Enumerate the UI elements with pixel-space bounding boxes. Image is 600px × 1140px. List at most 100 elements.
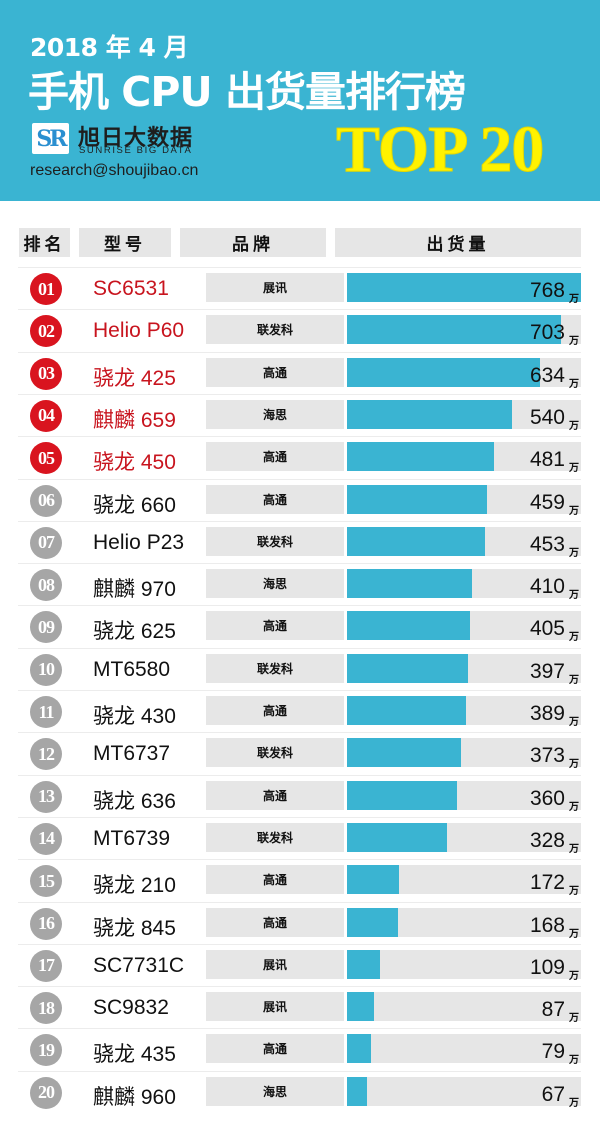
shipment-bar-track: 453 万	[347, 526, 581, 559]
shipment-bar	[347, 526, 485, 556]
column-header-model: 型号	[79, 228, 171, 257]
model-name: 麒麟 970	[93, 578, 176, 602]
model-name: MT6737	[93, 742, 171, 766]
shipment-bar-track: 540 万	[347, 399, 581, 432]
brand-label: 联发科	[206, 315, 344, 345]
rank-badge: 18	[30, 992, 62, 1025]
unit-label: 万	[569, 1055, 579, 1067]
shipment-value: 373	[529, 744, 565, 768]
table-row: 07 Helio P23 联发科 453 万	[18, 520, 581, 563]
shipment-value: 397	[529, 659, 565, 683]
shipment-bar	[347, 992, 374, 1022]
model-name: 骁龙 430	[93, 705, 176, 728]
model-name: 骁龙 435	[93, 1043, 176, 1067]
shipment-bar	[347, 696, 466, 725]
table-row: 17 SC7731C 展讯 109 万	[18, 943, 581, 986]
brand-label: 展讯	[206, 273, 344, 302]
rank-badge: 13	[30, 780, 62, 813]
shipment-bar	[347, 822, 447, 852]
table-row: 16 骁龙 845 高通 168 万	[18, 901, 581, 944]
model-name: 骁龙 636	[93, 789, 176, 813]
unit-label: 万	[569, 294, 579, 305]
rank-badge: 06	[30, 484, 62, 517]
rank-badge: 07	[30, 526, 62, 559]
brand-label: 高通	[206, 696, 344, 725]
rank-badge: 15	[30, 865, 62, 898]
rank-badge: 20	[30, 1076, 62, 1109]
table-row: 05 骁龙 450 高通 481 万	[18, 436, 581, 478]
unit-label: 万	[569, 970, 579, 982]
unit-label: 万	[569, 1013, 579, 1025]
shipment-value: 360	[529, 786, 565, 810]
table-row: 13 骁龙 636 高通 360 万	[18, 774, 581, 817]
shipment-value: 87	[541, 998, 565, 1022]
shipment-bar	[347, 780, 457, 810]
rank-badge: 02	[30, 315, 62, 348]
shipment-value: 634	[529, 363, 565, 387]
shipment-bar-track: 459 万	[347, 484, 581, 517]
shipment-bar-track: 768 万	[347, 273, 581, 305]
model-name: 骁龙 660	[93, 493, 176, 517]
model-name: SC9832	[93, 996, 169, 1020]
shipment-bar-track: 397 万	[347, 653, 581, 686]
shipment-value: 410	[529, 575, 565, 599]
top20-badge: TOP 20	[335, 113, 544, 187]
unit-label: 万	[569, 420, 579, 432]
shipment-bar	[347, 399, 512, 429]
brand-label: 高通	[206, 611, 344, 641]
brand-label: 高通	[206, 780, 344, 810]
brand-name-cn: 旭日大数据	[78, 126, 194, 151]
unit-label: 万	[569, 886, 579, 898]
rank-badge: 04	[30, 399, 62, 432]
shipment-bar	[347, 653, 468, 683]
brand-label: 高通	[206, 484, 344, 514]
shipment-bar-track: 87 万	[347, 992, 581, 1025]
brand-label: 高通	[206, 442, 344, 472]
shipment-bar	[347, 949, 381, 979]
rank-badge: 03	[30, 357, 62, 390]
table-row: 01 SC6531 展讯 768 万	[18, 267, 581, 309]
shipment-value: 328	[529, 828, 565, 852]
brand-label: 高通	[206, 1034, 344, 1064]
unit-label: 万	[569, 801, 579, 813]
shipment-bar-track: 410 万	[347, 569, 581, 601]
model-name: 骁龙 450	[93, 451, 176, 475]
table-row: 08 麒麟 970 海思 410 万	[18, 563, 581, 605]
shipment-bar	[347, 273, 581, 302]
rank-badge: 19	[30, 1034, 62, 1067]
brand-label: 高通	[206, 357, 344, 387]
shipment-bar	[347, 738, 461, 768]
shipment-bar	[347, 357, 541, 387]
rank-badge: 08	[30, 569, 62, 602]
model-name: Helio P60	[93, 319, 185, 343]
brand-label: 联发科	[206, 526, 344, 556]
unit-label: 万	[569, 378, 579, 390]
brand-label: 联发科	[206, 653, 344, 683]
shipment-bar-track: 481 万	[347, 442, 581, 474]
brand-label: 海思	[206, 569, 344, 599]
shipment-value: 453	[529, 532, 565, 556]
table-row: 06 骁龙 660 高通 459 万	[18, 478, 581, 521]
report-date: 2018 年 4 月	[30, 33, 189, 62]
shipment-value: 109	[529, 955, 565, 979]
unit-label: 万	[569, 336, 579, 348]
shipment-bar-track: 328 万	[347, 822, 581, 855]
shipment-value: 459	[529, 490, 565, 514]
unit-label: 万	[569, 843, 579, 855]
shipment-bar-track: 373 万	[347, 738, 581, 770]
shipment-bar	[347, 865, 400, 895]
table-row: 11 骁龙 430 高通 389 万	[18, 690, 581, 732]
brand-label: 高通	[206, 865, 344, 895]
rank-badge: 11	[30, 696, 62, 728]
unit-label: 万	[569, 717, 579, 728]
shipment-value: 768	[529, 279, 565, 302]
shipment-bar	[347, 907, 399, 937]
shipment-bar	[347, 611, 471, 641]
rank-badge: 05	[30, 442, 62, 475]
brand-label: 海思	[206, 399, 344, 429]
model-name: 骁龙 845	[93, 916, 176, 940]
table-row: 18 SC9832 展讯 87 万	[18, 986, 581, 1028]
brand-label: 展讯	[206, 992, 344, 1022]
table-row: 04 麒麟 659 海思 540 万	[18, 393, 581, 436]
column-header-shipments: 出货量	[335, 228, 581, 257]
